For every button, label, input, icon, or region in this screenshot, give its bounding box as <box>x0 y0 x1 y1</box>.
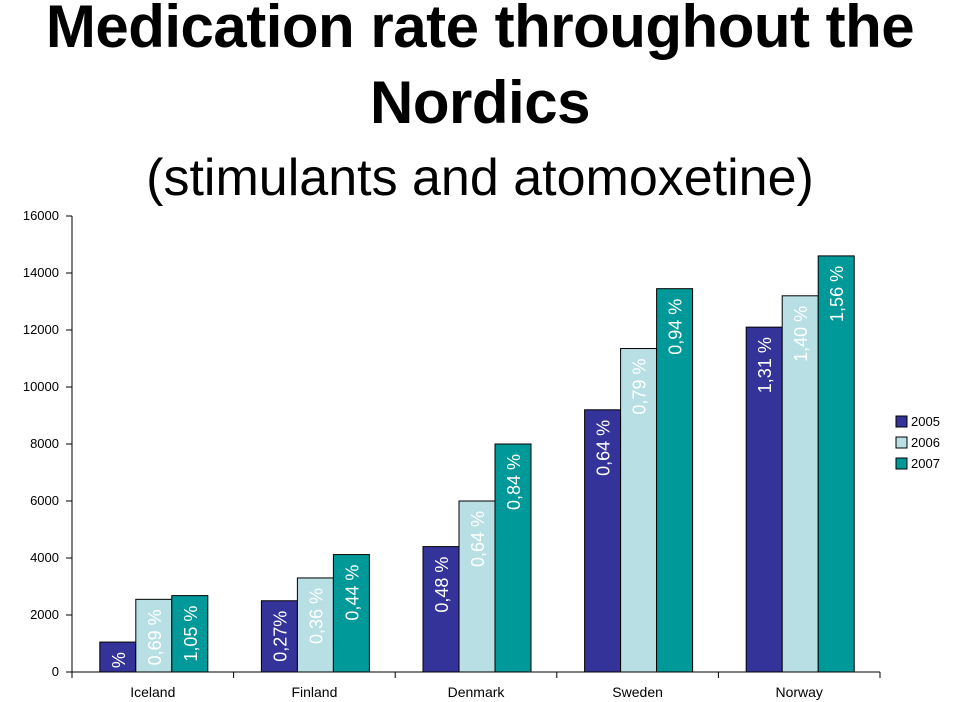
bar-iceland-2005 <box>99 641 137 673</box>
x-category-label: Iceland <box>130 684 175 700</box>
bar-data-label: 0,64 % <box>594 420 614 476</box>
bar-data-label: 1,40 % <box>791 306 811 362</box>
x-category-label: Finland <box>291 684 337 700</box>
bar-data-label: 0,48 % <box>432 557 452 613</box>
legend-swatch-2005 <box>895 415 908 428</box>
bar-data-label: 0,44 % <box>342 565 362 621</box>
bar-finland-2007 <box>332 554 370 673</box>
legend-swatch-2006 <box>895 436 908 449</box>
bar-sweden-2005 <box>584 409 622 673</box>
y-tick-label: 2000 <box>30 607 59 622</box>
bar-iceland-2006 <box>135 598 173 673</box>
bar-iceland-2007 <box>171 595 209 673</box>
bar-data-label: 1,31 % <box>755 337 775 393</box>
bar-data-label: 0,84 % <box>504 454 524 510</box>
bar-denmark-2007 <box>494 443 532 673</box>
chart-title-line-1: Medication rate throughout the <box>45 0 915 60</box>
bar-data-label: 0,64 % <box>468 511 488 567</box>
x-category-label: Norway <box>775 684 822 700</box>
bar-norway-2007 <box>817 255 855 673</box>
bar-data-label: 0,6? % <box>109 652 129 702</box>
y-tick-label: 16000 <box>23 208 59 223</box>
bar-denmark-2005 <box>422 546 460 673</box>
bar-sweden-2007 <box>656 288 694 673</box>
x-category-label: Sweden <box>612 684 663 700</box>
bar-data-label: 0,94 % <box>666 299 686 355</box>
y-tick-label: 12000 <box>23 322 59 337</box>
bar-finland-2005 <box>260 600 298 673</box>
y-tick-label: 14000 <box>23 265 59 280</box>
legend-label-2005: 2005 <box>911 414 940 429</box>
bar-denmark-2006 <box>458 500 496 673</box>
chart-title-line-2: Nordics <box>370 69 590 136</box>
y-tick-label: 6000 <box>30 493 59 508</box>
bar-norway-2006 <box>781 295 819 673</box>
bar-data-label: 0,36 % <box>306 588 326 644</box>
bar-data-label: 1,05 % <box>181 606 201 662</box>
y-tick-label: 10000 <box>23 379 59 394</box>
bar-sweden-2006 <box>620 348 658 673</box>
legend-label-2006: 2006 <box>911 435 940 450</box>
y-tick-label: 0 <box>52 664 59 679</box>
y-tick-label: 4000 <box>30 550 59 565</box>
bar-data-label: 1,56 % <box>827 266 847 322</box>
legend-label-2007: 2007 <box>911 456 940 471</box>
legend-swatch-2007 <box>895 457 908 470</box>
bar-data-label: 0,69 % <box>145 609 165 665</box>
x-category-label: Denmark <box>448 684 506 700</box>
bar-norway-2005 <box>745 326 783 673</box>
y-tick-label: 8000 <box>30 436 59 451</box>
bar-data-label: 0,27% <box>270 611 290 662</box>
bar-data-label: 0,79 % <box>630 359 650 415</box>
chart-subtitle: (stimulants and atomoxetine) <box>146 149 814 207</box>
